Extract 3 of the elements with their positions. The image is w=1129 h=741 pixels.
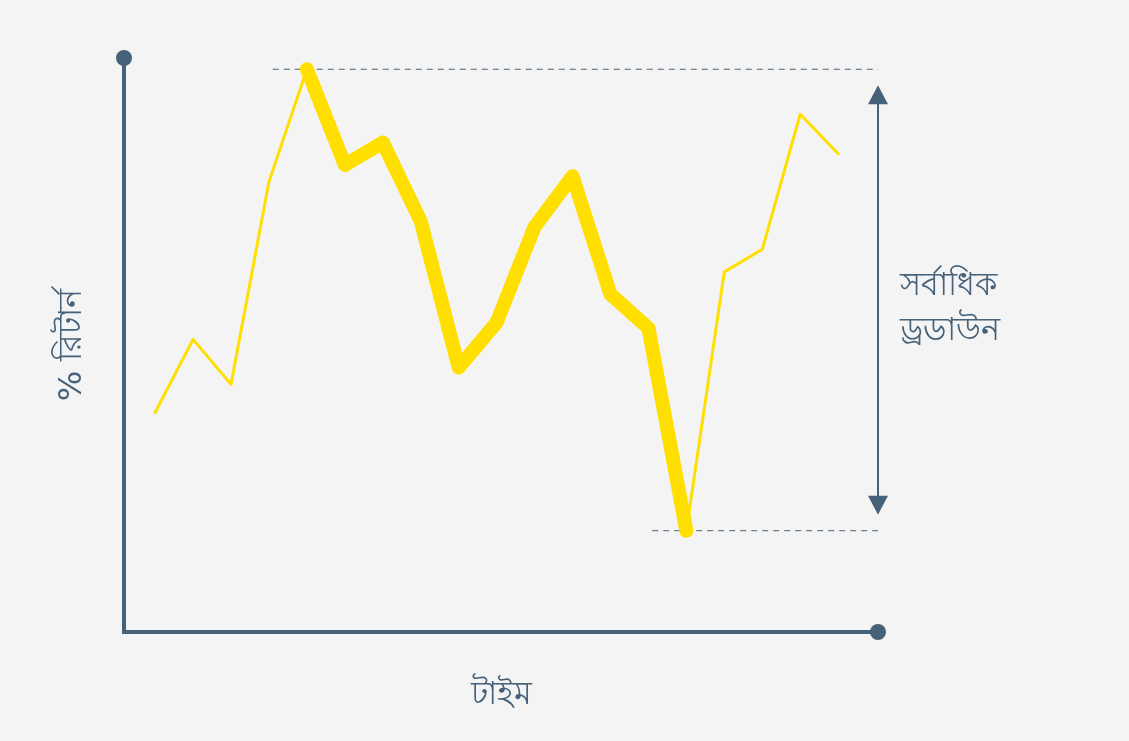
text: সর্বাধিক ড্রডাউন [900,264,1002,350]
y-axis-title: % রিটার্ন [49,288,90,402]
x-axis-title: টাইম [469,672,534,714]
